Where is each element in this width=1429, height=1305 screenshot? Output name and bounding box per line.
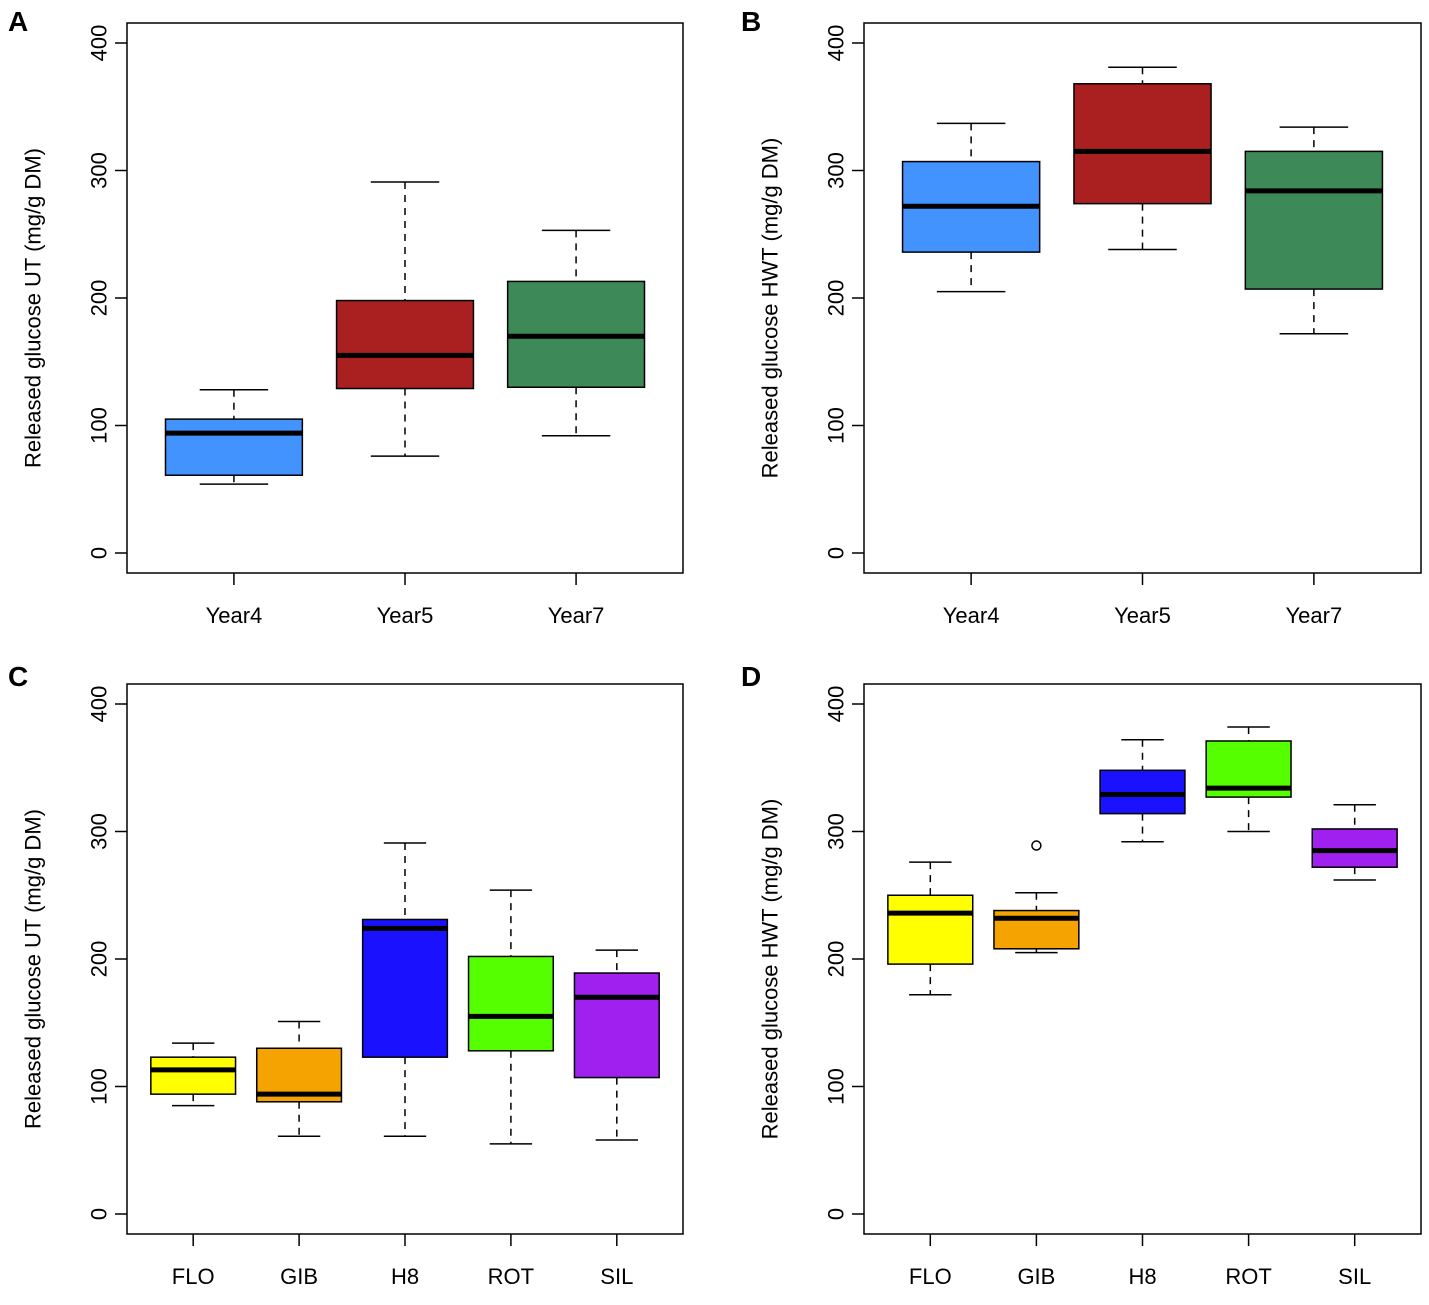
- box-year5: Year5: [335, 181, 475, 628]
- box-flo: FLO: [150, 1042, 237, 1289]
- y-tick-label: 100: [824, 1068, 849, 1105]
- y-tick-label: 300: [87, 813, 112, 850]
- x-tick-label: SIL: [1338, 1264, 1371, 1289]
- panel-d: D 0 100 200 300 400 Released glucose HWT (mg/g…: [741, 661, 1422, 1289]
- panel-letter: D: [741, 661, 761, 692]
- box-iqr: [335, 299, 475, 390]
- y-axis-label: Released glucose UT (mg/g DM): [21, 148, 46, 468]
- panel-letter: C: [8, 661, 28, 692]
- box-rot: ROT: [1205, 726, 1292, 1289]
- box-h8: H8: [361, 842, 449, 1289]
- y-tick-label: 100: [87, 407, 112, 444]
- box-iqr: [150, 1056, 237, 1095]
- y-tick-label: 0: [87, 547, 112, 559]
- box-year4: Year4: [164, 389, 304, 628]
- box-year7: Year7: [1244, 126, 1384, 628]
- outlier-point: [1031, 840, 1042, 851]
- y-tick-label: 0: [824, 547, 849, 559]
- y-tick-label: 100: [87, 1068, 112, 1105]
- box-iqr: [164, 418, 304, 476]
- y-tick-label: 100: [824, 407, 849, 444]
- y-tick-label: 300: [824, 152, 849, 189]
- box-sil: SIL: [573, 949, 660, 1289]
- y-tick-label: 400: [87, 25, 112, 62]
- x-tick-label: H8: [391, 1264, 419, 1289]
- y-tick-label: 200: [824, 941, 849, 978]
- y-tick-label: 200: [87, 941, 112, 978]
- box-iqr: [1099, 769, 1186, 815]
- y-axis-label: Released glucose HWT (mg/g DM): [758, 799, 783, 1140]
- y-tick-label: 0: [87, 1208, 112, 1220]
- box-year4: Year4: [901, 122, 1041, 628]
- x-tick-label: FLO: [909, 1264, 952, 1289]
- box-iqr: [1073, 83, 1212, 205]
- panel-b: B 0 100 200 300 400 Released glucose HWT (mg/g…: [741, 6, 1422, 628]
- y-tick-label: 400: [824, 686, 849, 723]
- x-tick-label: FLO: [172, 1264, 215, 1289]
- y-tick-label: 400: [87, 686, 112, 723]
- box-h8: H8: [1099, 738, 1186, 1289]
- x-tick-label: ROT: [1225, 1264, 1271, 1289]
- x-tick-label: GIB: [280, 1264, 318, 1289]
- panel-c: C 0 100 200 300 400 Released glucose UT (mg/g …: [8, 661, 684, 1289]
- box-sil: SIL: [1311, 803, 1398, 1289]
- x-tick-label: Year7: [1286, 603, 1343, 628]
- x-tick-label: Year7: [548, 603, 605, 628]
- x-tick-label: SIL: [600, 1264, 633, 1289]
- y-tick-label: 300: [824, 813, 849, 850]
- box-iqr: [1311, 828, 1398, 868]
- x-tick-label: ROT: [488, 1264, 534, 1289]
- box-gib: GIB: [255, 1020, 343, 1289]
- box-iqr: [467, 955, 555, 1052]
- x-tick-label: Year5: [377, 603, 434, 628]
- y-tick-label: 200: [824, 280, 849, 317]
- x-tick-label: H8: [1128, 1264, 1156, 1289]
- x-tick-label: Year4: [943, 603, 1000, 628]
- y-tick-label: 400: [824, 25, 849, 62]
- y-tick-label: 0: [824, 1208, 849, 1220]
- y-tick-label: 200: [87, 280, 112, 317]
- box-iqr: [361, 918, 449, 1058]
- box-iqr: [1244, 150, 1384, 290]
- box-iqr: [573, 972, 660, 1079]
- box-year7: Year7: [506, 229, 646, 628]
- x-tick-label: Year4: [206, 603, 263, 628]
- box-flo: FLO: [887, 861, 974, 1289]
- box-gib: GIB: [993, 840, 1080, 1289]
- x-tick-label: Year5: [1114, 603, 1171, 628]
- panel-a: A 0 100 200 300 400 Released glucose UT (mg/g …: [8, 6, 684, 628]
- box-rot: ROT: [467, 889, 555, 1289]
- y-axis-label: Released glucose UT (mg/g DM): [21, 809, 46, 1129]
- y-axis-label: Released glucose HWT (mg/g DM): [758, 138, 783, 479]
- x-tick-label: GIB: [1017, 1264, 1055, 1289]
- box-year5: Year5: [1073, 66, 1212, 628]
- panel-letter: A: [8, 6, 28, 37]
- y-tick-label: 300: [87, 152, 112, 189]
- panel-letter: B: [741, 6, 761, 37]
- box-iqr: [887, 894, 974, 965]
